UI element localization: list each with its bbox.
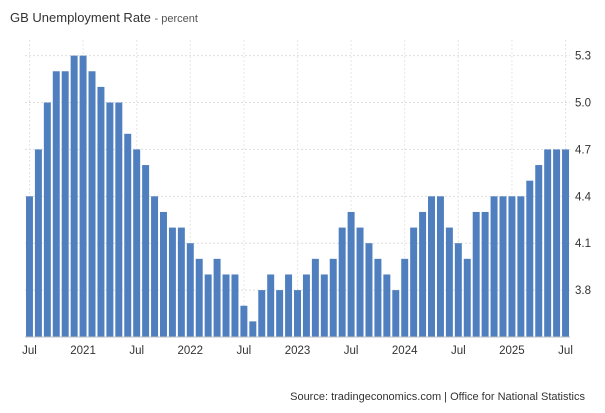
bar [428,196,436,337]
bar [195,258,203,337]
chart-title: GB Unemployment Rate - percent [10,10,198,25]
bar [302,274,310,337]
bar [204,274,212,337]
bar [562,149,570,337]
bar [508,196,516,337]
bar [115,102,123,338]
bar [124,133,132,337]
x-tick-label: Jul [344,345,359,357]
bar [356,227,364,337]
bar [401,258,409,337]
x-tick-label: 2023 [285,345,311,357]
bar [168,227,176,337]
x-tick-label: Jul [237,345,252,357]
bar [186,243,194,337]
bar [142,165,150,337]
x-tick-label: Jul [129,345,144,357]
bar [52,71,60,338]
bar [231,274,239,337]
bar [517,196,525,337]
bar [499,196,507,337]
bar [436,196,444,337]
bar [347,211,355,337]
x-tick-label: 2022 [177,345,203,357]
bar [535,165,543,337]
bar [454,243,462,337]
bar [365,243,373,337]
source-note: Source: tradingeconomics.com | Office fo… [290,391,585,403]
x-tick-label: 2024 [392,345,418,357]
y-tick-label: 5.3 [575,51,591,63]
x-tick-label: Jul [22,345,37,357]
bar [249,321,257,337]
bar [481,211,489,337]
bar [79,55,87,337]
bar [213,258,221,337]
bar [472,211,480,337]
bar [294,290,301,337]
x-tick-label: 2025 [499,345,525,357]
y-tick-label: 4.4 [575,191,592,203]
x-tick-label: Jul [558,345,573,357]
bar [383,274,391,337]
bar [329,258,337,337]
bar [88,71,96,338]
chart-unit: percent [161,13,198,25]
bar [43,102,51,338]
bar [311,258,319,337]
x-tick-label: Jul [451,345,466,357]
bar [285,274,293,337]
x-tick-label: 2021 [70,345,96,357]
bar [490,196,498,337]
bar [133,149,141,337]
bar [276,290,284,337]
bar [34,149,42,337]
y-tick-label: 4.7 [575,144,591,156]
bar [544,149,552,337]
chart-title-text: GB Unemployment Rate [10,10,151,25]
bar [463,258,471,337]
bar [70,55,78,337]
bar [25,196,33,337]
bar [151,196,159,337]
bar [177,227,185,337]
bar [159,211,167,337]
bar [526,180,534,337]
bar [392,290,400,337]
bar [320,274,328,337]
bars [25,55,570,338]
y-tick-label: 5.0 [575,98,591,110]
bar [374,258,382,337]
bar [258,290,266,337]
bar [240,305,248,337]
y-tick-label: 4.1 [575,238,591,250]
bar [445,227,453,337]
bar [61,71,69,338]
bar [553,149,561,337]
bar [267,274,275,337]
bar [419,211,427,337]
bar [97,86,105,337]
y-axis: 3.8 4.1 4.4 4.7 5.0 5.3 [575,51,592,297]
x-axis: Jul 2021 Jul 2022 Jul 2023 Jul 2024 Jul 2025 Jul [22,336,573,357]
bar [338,227,346,337]
y-tick-label: 3.8 [575,285,591,297]
bar [106,102,114,338]
bar [222,274,230,337]
bar [410,227,418,337]
